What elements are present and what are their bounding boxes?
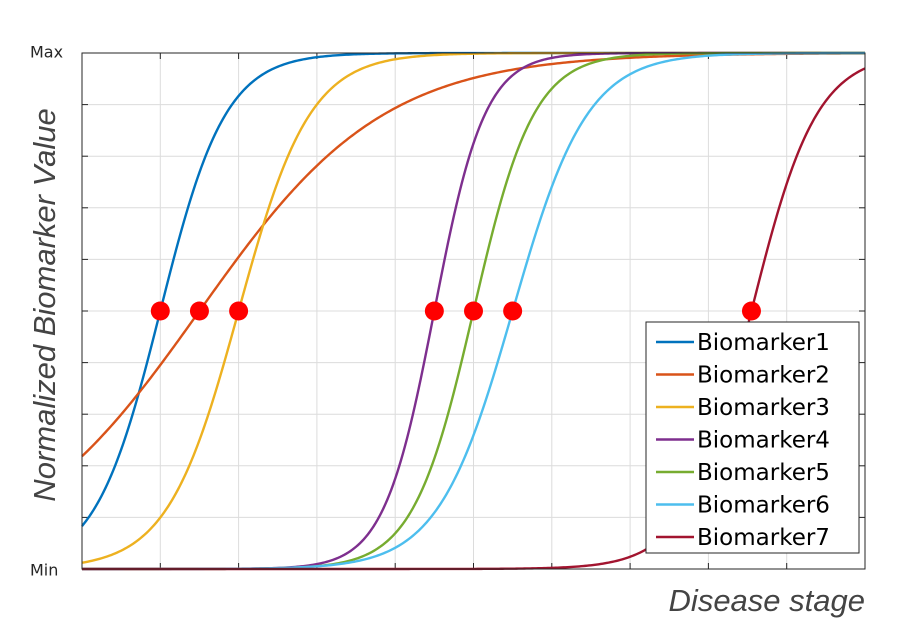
- y-axis-title: Normalized Biomarker Value: [27, 108, 62, 501]
- marker-biomarker7: [741, 301, 761, 321]
- legend-label-biomarker2: Biomarker2: [697, 363, 830, 389]
- y-tick-label-min: Min: [30, 561, 58, 580]
- legend-label-biomarker3: Biomarker3: [697, 395, 830, 421]
- legend-label-biomarker4: Biomarker4: [697, 428, 830, 454]
- legend: Biomarker1 Biomarker2 Biomarker3 Biomarker4…: [645, 321, 860, 554]
- y-tick-label-max: Max: [30, 43, 63, 62]
- legend-label-biomarker5: Biomarker5: [697, 460, 830, 486]
- marker-biomarker5: [464, 301, 483, 321]
- midpoint-markers: [150, 301, 761, 321]
- plot-frame: [81, 52, 866, 570]
- legend-label-biomarker6: Biomarker6: [697, 493, 830, 519]
- marker-biomarker6: [503, 301, 523, 321]
- marker-biomarker3: [229, 301, 249, 321]
- marker-biomarker2: [189, 301, 209, 321]
- legend-label-biomarker7: Biomarker7: [697, 525, 830, 551]
- marker-biomarker1: [150, 301, 170, 321]
- legend-box: [645, 321, 860, 554]
- x-axis-title: Disease stage: [669, 583, 865, 618]
- marker-biomarker4: [424, 301, 444, 321]
- legend-label-biomarker1: Biomarker1: [697, 330, 830, 356]
